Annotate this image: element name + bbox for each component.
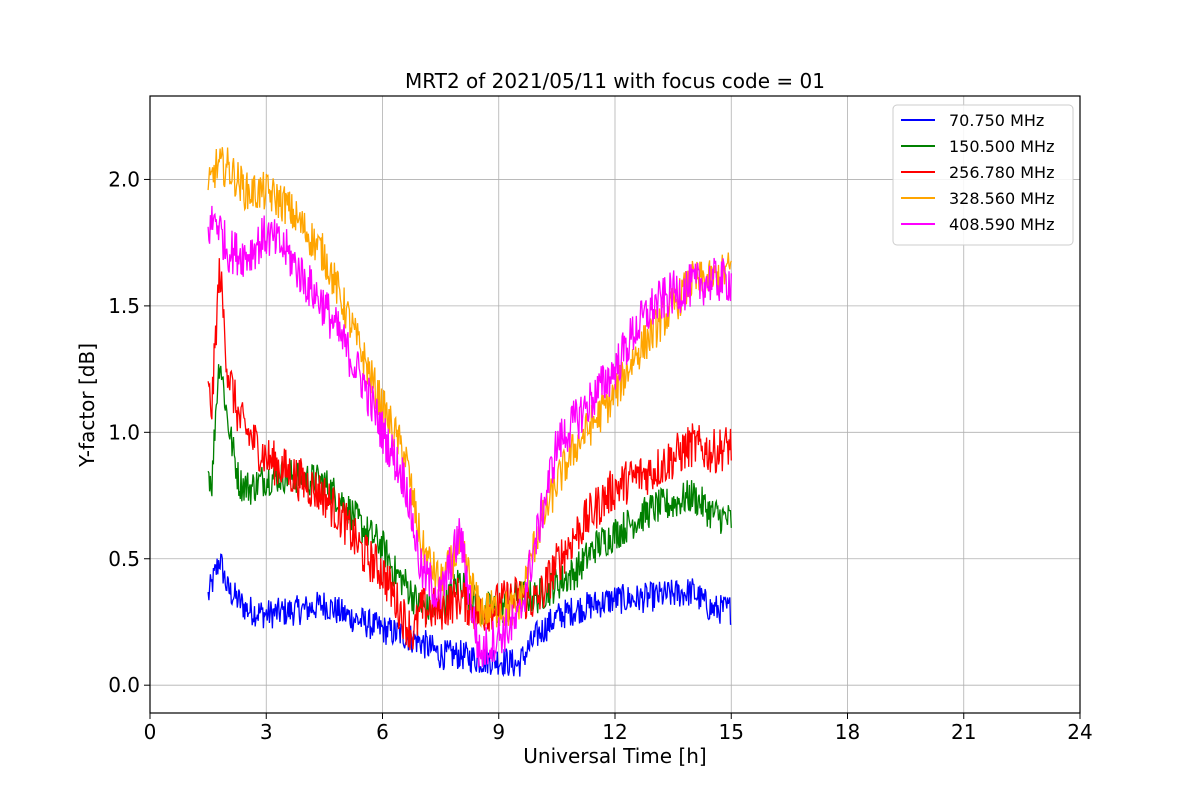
x-tick-label: 6 [376,720,389,744]
series-line [207,147,732,629]
y-tick-label: 2.0 [108,167,140,191]
y-axis-label: Y-factor [dB] [75,343,99,468]
series-line [207,258,732,651]
y-tick-label: 0.5 [108,547,140,571]
legend-box [892,104,1074,246]
legend-label: 328.560 MHz [949,189,1054,208]
legend-label: 150.500 MHz [949,137,1054,156]
x-tick-label: 3 [260,720,273,744]
x-tick-label: 15 [719,720,744,744]
series-line [207,205,732,668]
legend-label: 70.750 MHz [949,111,1044,130]
legend: 70.750 MHz 150.500 MHz 256.780 MHz 328.560 … [892,104,1074,246]
chart-title: MRT2 of 2021/05/11 with focus code = 01 [405,69,825,93]
x-tick-label: 24 [1067,720,1092,744]
x-axis-label: Universal Time [h] [523,744,706,768]
y-tick-label: 0.0 [108,673,140,697]
legend-label: 408.590 MHz [949,215,1054,234]
series-line [207,553,732,678]
plot-area [207,147,732,678]
x-tick-label: 12 [602,720,627,744]
legend-label: 256.780 MHz [949,163,1054,182]
x-tick-label: 21 [951,720,976,744]
x-tick-label: 18 [835,720,860,744]
x-tick-label: 9 [492,720,505,744]
x-tick-label: 0 [144,720,157,744]
y-tick-label: 1.0 [108,420,140,444]
ticks: 0 3 6 9 12 15 18 21 24 0.0 0.5 1.0 1.5 2.0 [108,167,1093,744]
y-tick-label: 1.5 [108,294,140,318]
